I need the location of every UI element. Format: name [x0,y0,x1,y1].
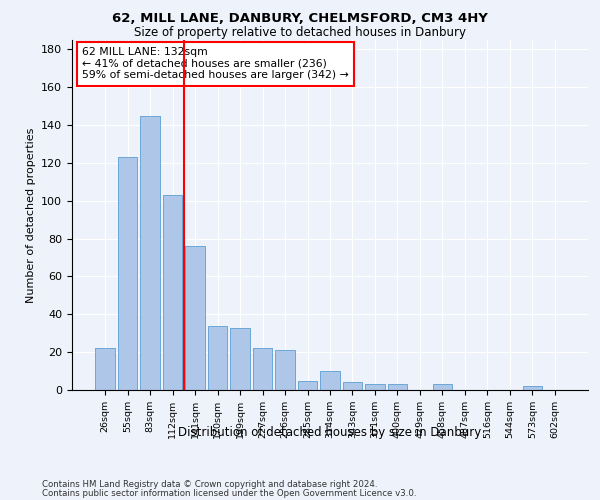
Text: Contains HM Land Registry data © Crown copyright and database right 2024.: Contains HM Land Registry data © Crown c… [42,480,377,489]
Bar [230,328,250,390]
Bar [140,116,160,390]
Bar [95,348,115,390]
Text: 62, MILL LANE, DANBURY, CHELMSFORD, CM3 4HY: 62, MILL LANE, DANBURY, CHELMSFORD, CM3 … [112,12,488,26]
Bar [298,380,317,390]
Bar [343,382,362,390]
Text: Contains public sector information licensed under the Open Government Licence v3: Contains public sector information licen… [42,490,416,498]
Bar [163,195,182,390]
Bar [208,326,227,390]
Bar [523,386,542,390]
Text: 62 MILL LANE: 132sqm
← 41% of detached houses are smaller (236)
59% of semi-deta: 62 MILL LANE: 132sqm ← 41% of detached h… [82,47,349,80]
Bar [320,371,340,390]
Text: Size of property relative to detached houses in Danbury: Size of property relative to detached ho… [134,26,466,39]
Bar [253,348,272,390]
Bar [275,350,295,390]
Bar [185,246,205,390]
Bar [365,384,385,390]
Text: Distribution of detached houses by size in Danbury: Distribution of detached houses by size … [178,426,482,439]
Bar [118,158,137,390]
Bar [433,384,452,390]
Y-axis label: Number of detached properties: Number of detached properties [26,128,35,302]
Bar [388,384,407,390]
